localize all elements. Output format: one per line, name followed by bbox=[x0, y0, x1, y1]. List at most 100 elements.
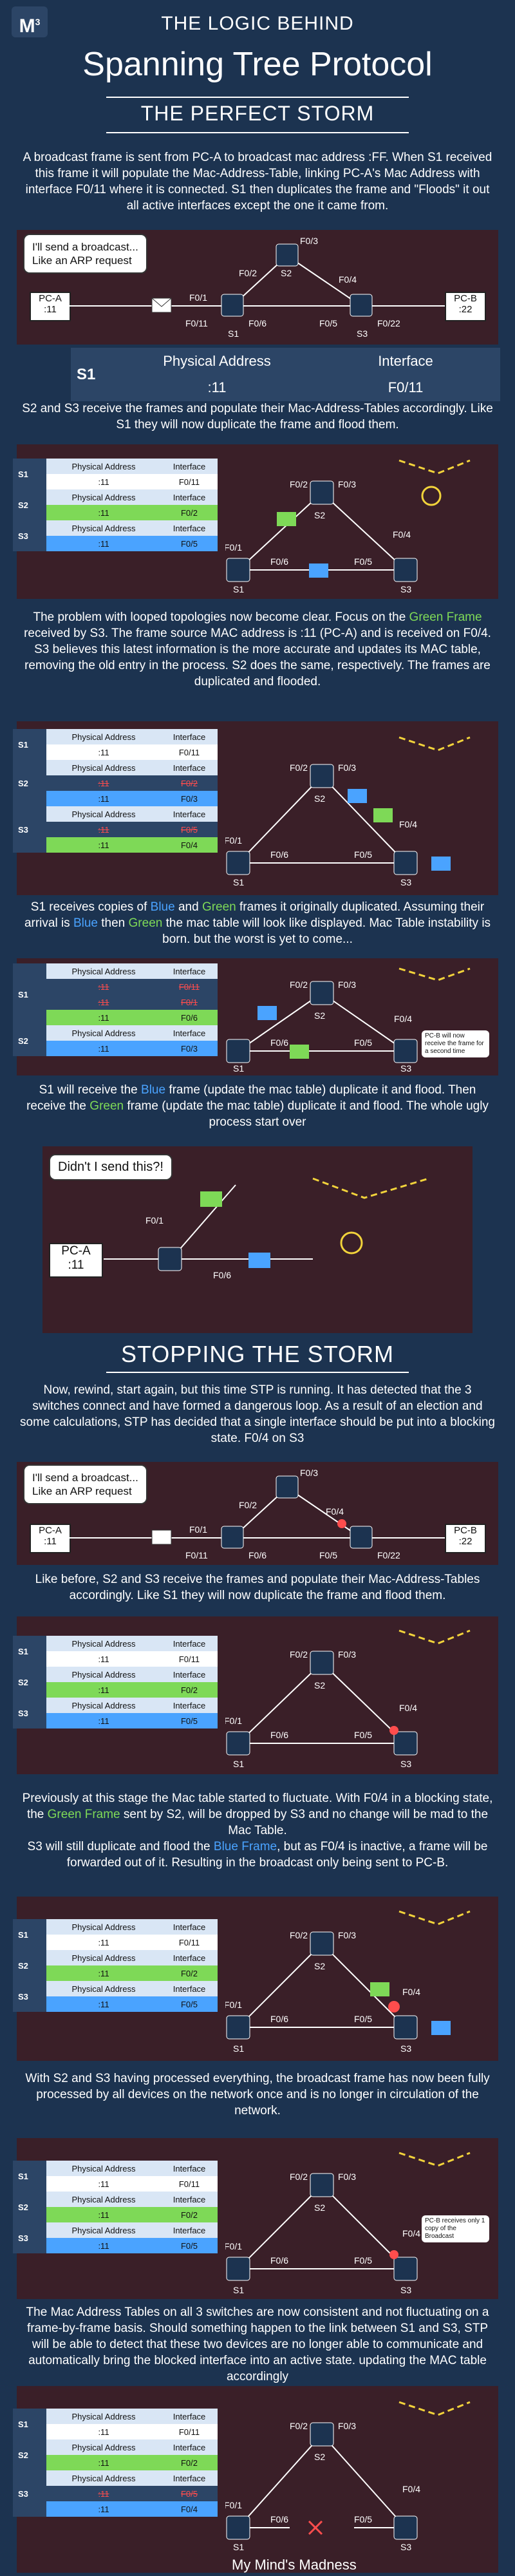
svg-text:S3: S3 bbox=[400, 2043, 411, 2054]
svg-text:F0/1: F0/1 bbox=[225, 2000, 242, 2010]
svg-text:S2: S2 bbox=[314, 1010, 325, 1021]
switch-s2-icon bbox=[276, 243, 299, 267]
svg-text:S1: S1 bbox=[233, 877, 244, 887]
paragraph-8: Previously at this stage the Mac table s… bbox=[22, 1792, 493, 1870]
svg-text:F0/1: F0/1 bbox=[225, 835, 242, 846]
svg-text:S3: S3 bbox=[400, 2285, 411, 2295]
pc-a: PC-A:11 bbox=[49, 1243, 103, 1278]
svg-text:S1: S1 bbox=[233, 2285, 244, 2295]
mac-tables-10: S1 Physical Address Interface :11 F0/11 S2 P… bbox=[13, 2409, 218, 2517]
logo: M3 bbox=[12, 6, 48, 37]
footer-brand: My Mind's Madness bbox=[232, 2557, 357, 2573]
svg-text:F0/6: F0/6 bbox=[248, 1550, 267, 1560]
svg-text:F0/2: F0/2 bbox=[290, 479, 308, 489]
title-line-1: THE LOGIC BEHIND bbox=[161, 13, 354, 34]
svg-text:F0/3: F0/3 bbox=[338, 479, 356, 489]
mac-tables-4: S1 Physical Address Interface :11 F0/11 :11… bbox=[13, 963, 218, 1056]
svg-text:F0/3: F0/3 bbox=[338, 1930, 356, 1940]
svg-text:F0/1: F0/1 bbox=[225, 2241, 242, 2251]
title-line-3: THE PERFECT STORM bbox=[140, 102, 375, 125]
switch-s1-icon bbox=[221, 294, 244, 317]
section-title: STOPPING THE STORM bbox=[120, 1341, 395, 1367]
topology-5: F0/1 F0/6 bbox=[104, 1177, 429, 1280]
pc-b: PC-B:22 bbox=[445, 292, 486, 321]
paragraph-4: S1 receives copies of Blue and Green fra… bbox=[24, 900, 491, 946]
topology-4: F0/2 F0/3 F0/6 F0/5 F0/4 S2 S1 S3 bbox=[226, 967, 471, 1074]
svg-text:F0/1: F0/1 bbox=[225, 1716, 242, 1726]
svg-text:S3: S3 bbox=[400, 877, 411, 887]
paragraph-10: The Mac Address Tables on all 3 switches… bbox=[26, 2306, 489, 2383]
diagram-1: I'll send a broadcast... Like an ARP requ… bbox=[17, 230, 498, 345]
svg-text:F0/2: F0/2 bbox=[290, 762, 308, 773]
svg-text:F0/5: F0/5 bbox=[354, 1037, 372, 1048]
svg-text:F0/6: F0/6 bbox=[270, 849, 288, 860]
svg-text:F0/6: F0/6 bbox=[270, 556, 288, 567]
speech-bubble: Didn't I send this?! bbox=[49, 1154, 173, 1180]
svg-text:F0/1: F0/1 bbox=[225, 2500, 242, 2510]
svg-text:F0/6: F0/6 bbox=[270, 2255, 288, 2266]
diagram-6: I'll send a broadcast... Like an ARP requ… bbox=[17, 1462, 498, 1565]
diagram-5: Didn't I send this?! PC-A:11 F0/1 F0/6 bbox=[42, 1146, 473, 1333]
topology-7: F0/2 F0/3 F0/1 F0/6 F0/5 F0/4 S2 S1 S3 bbox=[225, 1629, 471, 1769]
note-pcb-once: PC-B receives only 1 copy of the Broadca… bbox=[422, 2215, 489, 2242]
svg-text:F0/3: F0/3 bbox=[338, 980, 356, 990]
svg-text:S1: S1 bbox=[233, 2043, 244, 2054]
topology-10: F0/2 F0/3 F0/1 F0/6 F0/5 F0/4 S2 S1 S3 bbox=[225, 2401, 471, 2552]
svg-text:F0/5: F0/5 bbox=[354, 2014, 372, 2024]
paragraph-2: S2 and S3 receive the frames and populat… bbox=[22, 402, 493, 431]
paragraph-3: The problem with looped topologies now b… bbox=[24, 611, 491, 688]
paragraph-9: With S2 and S3 having processed everythi… bbox=[25, 2072, 490, 2117]
svg-text:S3: S3 bbox=[400, 1759, 411, 1769]
port-label: F0/2 bbox=[239, 268, 257, 278]
paragraph-5: S1 will receive the Blue frame (update t… bbox=[26, 1083, 489, 1129]
svg-text:S1: S1 bbox=[233, 2542, 244, 2552]
svg-text:F0/4: F0/4 bbox=[326, 1506, 344, 1517]
mac-tables-7: S1 Physical Address Interface :11 F0/11 S2 P… bbox=[13, 1636, 218, 1728]
svg-text:F0/4: F0/4 bbox=[402, 2484, 420, 2494]
paragraph-6: Now, rewind, start again, but this time … bbox=[20, 1383, 495, 1445]
svg-text:S3: S3 bbox=[400, 1063, 411, 1074]
svg-text:F0/5: F0/5 bbox=[354, 556, 372, 567]
switch-label: S1 bbox=[228, 328, 239, 339]
paragraph-7: Like before, S2 and S3 receive the frame… bbox=[35, 1573, 480, 1602]
svg-text:S2: S2 bbox=[314, 2452, 325, 2462]
divider bbox=[106, 1372, 409, 1373]
svg-text:F0/6: F0/6 bbox=[270, 1730, 288, 1740]
mac-tables-9: S1 Physical Address Interface :11 F0/11 S2 P… bbox=[13, 2161, 218, 2253]
blocked-port-icon bbox=[337, 1519, 346, 1528]
svg-text:F0/4: F0/4 bbox=[399, 819, 417, 829]
mac-tables-2: S1 Physical Address Interface :11 F0/11 S2 P… bbox=[13, 459, 218, 551]
paragraph-1: A broadcast frame is sent from PC-A to b… bbox=[23, 151, 492, 213]
svg-text:F0/2: F0/2 bbox=[290, 2172, 308, 2182]
svg-text:S2: S2 bbox=[314, 793, 325, 804]
mac-tables-8: S1 Physical Address Interface :11 F0/11 S2 P… bbox=[13, 1919, 218, 2012]
svg-text:F0/4: F0/4 bbox=[402, 2228, 420, 2239]
svg-text:F0/3: F0/3 bbox=[338, 762, 356, 773]
svg-text:F0/5: F0/5 bbox=[354, 2514, 372, 2524]
svg-text:S2: S2 bbox=[314, 1680, 325, 1690]
divider bbox=[106, 132, 409, 133]
speech-bubble: I'll send a broadcast... Like an ARP requ… bbox=[23, 1464, 147, 1504]
switch-s3-icon bbox=[350, 294, 373, 317]
topology-1: F0/2 F0/3 F0/4 F0/1 F0/11 F0/6 F0/5 F0/2… bbox=[70, 236, 445, 339]
switch-label: S2 bbox=[281, 268, 292, 278]
topology-9: F0/2 F0/3 F0/1 F0/6 F0/5 F0/4 S2 S1 S3 bbox=[225, 2152, 471, 2295]
switch-label: S3 bbox=[357, 328, 368, 339]
svg-text:F0/11: F0/11 bbox=[185, 1550, 208, 1560]
svg-text:F0/3: F0/3 bbox=[300, 1468, 318, 1478]
svg-text:F0/5: F0/5 bbox=[354, 2255, 372, 2266]
title-line-2: Spanning Tree Protocol bbox=[82, 46, 433, 83]
svg-text:F0/2: F0/2 bbox=[290, 1930, 308, 1940]
svg-text:F0/1: F0/1 bbox=[225, 542, 242, 553]
svg-text:S1: S1 bbox=[233, 584, 244, 594]
svg-text:S2: S2 bbox=[314, 1961, 325, 1971]
svg-text:F0/5: F0/5 bbox=[354, 1730, 372, 1740]
svg-text:S3: S3 bbox=[400, 584, 411, 594]
svg-text:S2: S2 bbox=[314, 510, 325, 520]
svg-text:F0/4: F0/4 bbox=[402, 1987, 420, 1997]
svg-text:F0/1: F0/1 bbox=[189, 1524, 207, 1535]
svg-text:F0/3: F0/3 bbox=[338, 2172, 356, 2182]
svg-text:F0/3: F0/3 bbox=[338, 2421, 356, 2431]
speech-bubble: I'll send a broadcast... Like an ARP requ… bbox=[23, 234, 147, 274]
mac-tables-3: S1 Physical Address Interface :11 F0/11 S2 P… bbox=[13, 729, 218, 853]
